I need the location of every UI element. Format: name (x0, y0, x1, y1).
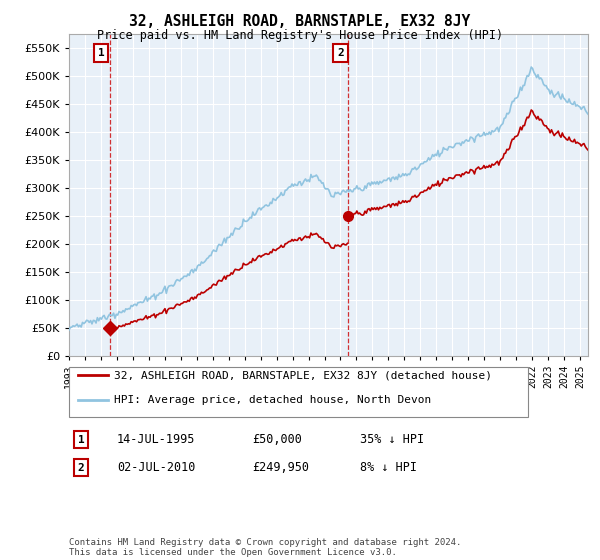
Text: £50,000: £50,000 (252, 433, 302, 446)
Text: 2: 2 (337, 48, 344, 58)
Text: 14-JUL-1995: 14-JUL-1995 (117, 433, 196, 446)
Text: 1: 1 (77, 435, 85, 445)
Text: £249,950: £249,950 (252, 461, 309, 474)
Text: 1: 1 (98, 48, 104, 58)
Text: 02-JUL-2010: 02-JUL-2010 (117, 461, 196, 474)
Text: 32, ASHLEIGH ROAD, BARNSTAPLE, EX32 8JY (detached house): 32, ASHLEIGH ROAD, BARNSTAPLE, EX32 8JY … (114, 370, 492, 380)
Text: 35% ↓ HPI: 35% ↓ HPI (360, 433, 424, 446)
Text: Price paid vs. HM Land Registry's House Price Index (HPI): Price paid vs. HM Land Registry's House … (97, 29, 503, 42)
Text: 2: 2 (77, 463, 85, 473)
Text: 8% ↓ HPI: 8% ↓ HPI (360, 461, 417, 474)
Text: Contains HM Land Registry data © Crown copyright and database right 2024.
This d: Contains HM Land Registry data © Crown c… (69, 538, 461, 557)
Text: HPI: Average price, detached house, North Devon: HPI: Average price, detached house, Nort… (114, 395, 431, 405)
Text: 32, ASHLEIGH ROAD, BARNSTAPLE, EX32 8JY: 32, ASHLEIGH ROAD, BARNSTAPLE, EX32 8JY (130, 14, 470, 29)
